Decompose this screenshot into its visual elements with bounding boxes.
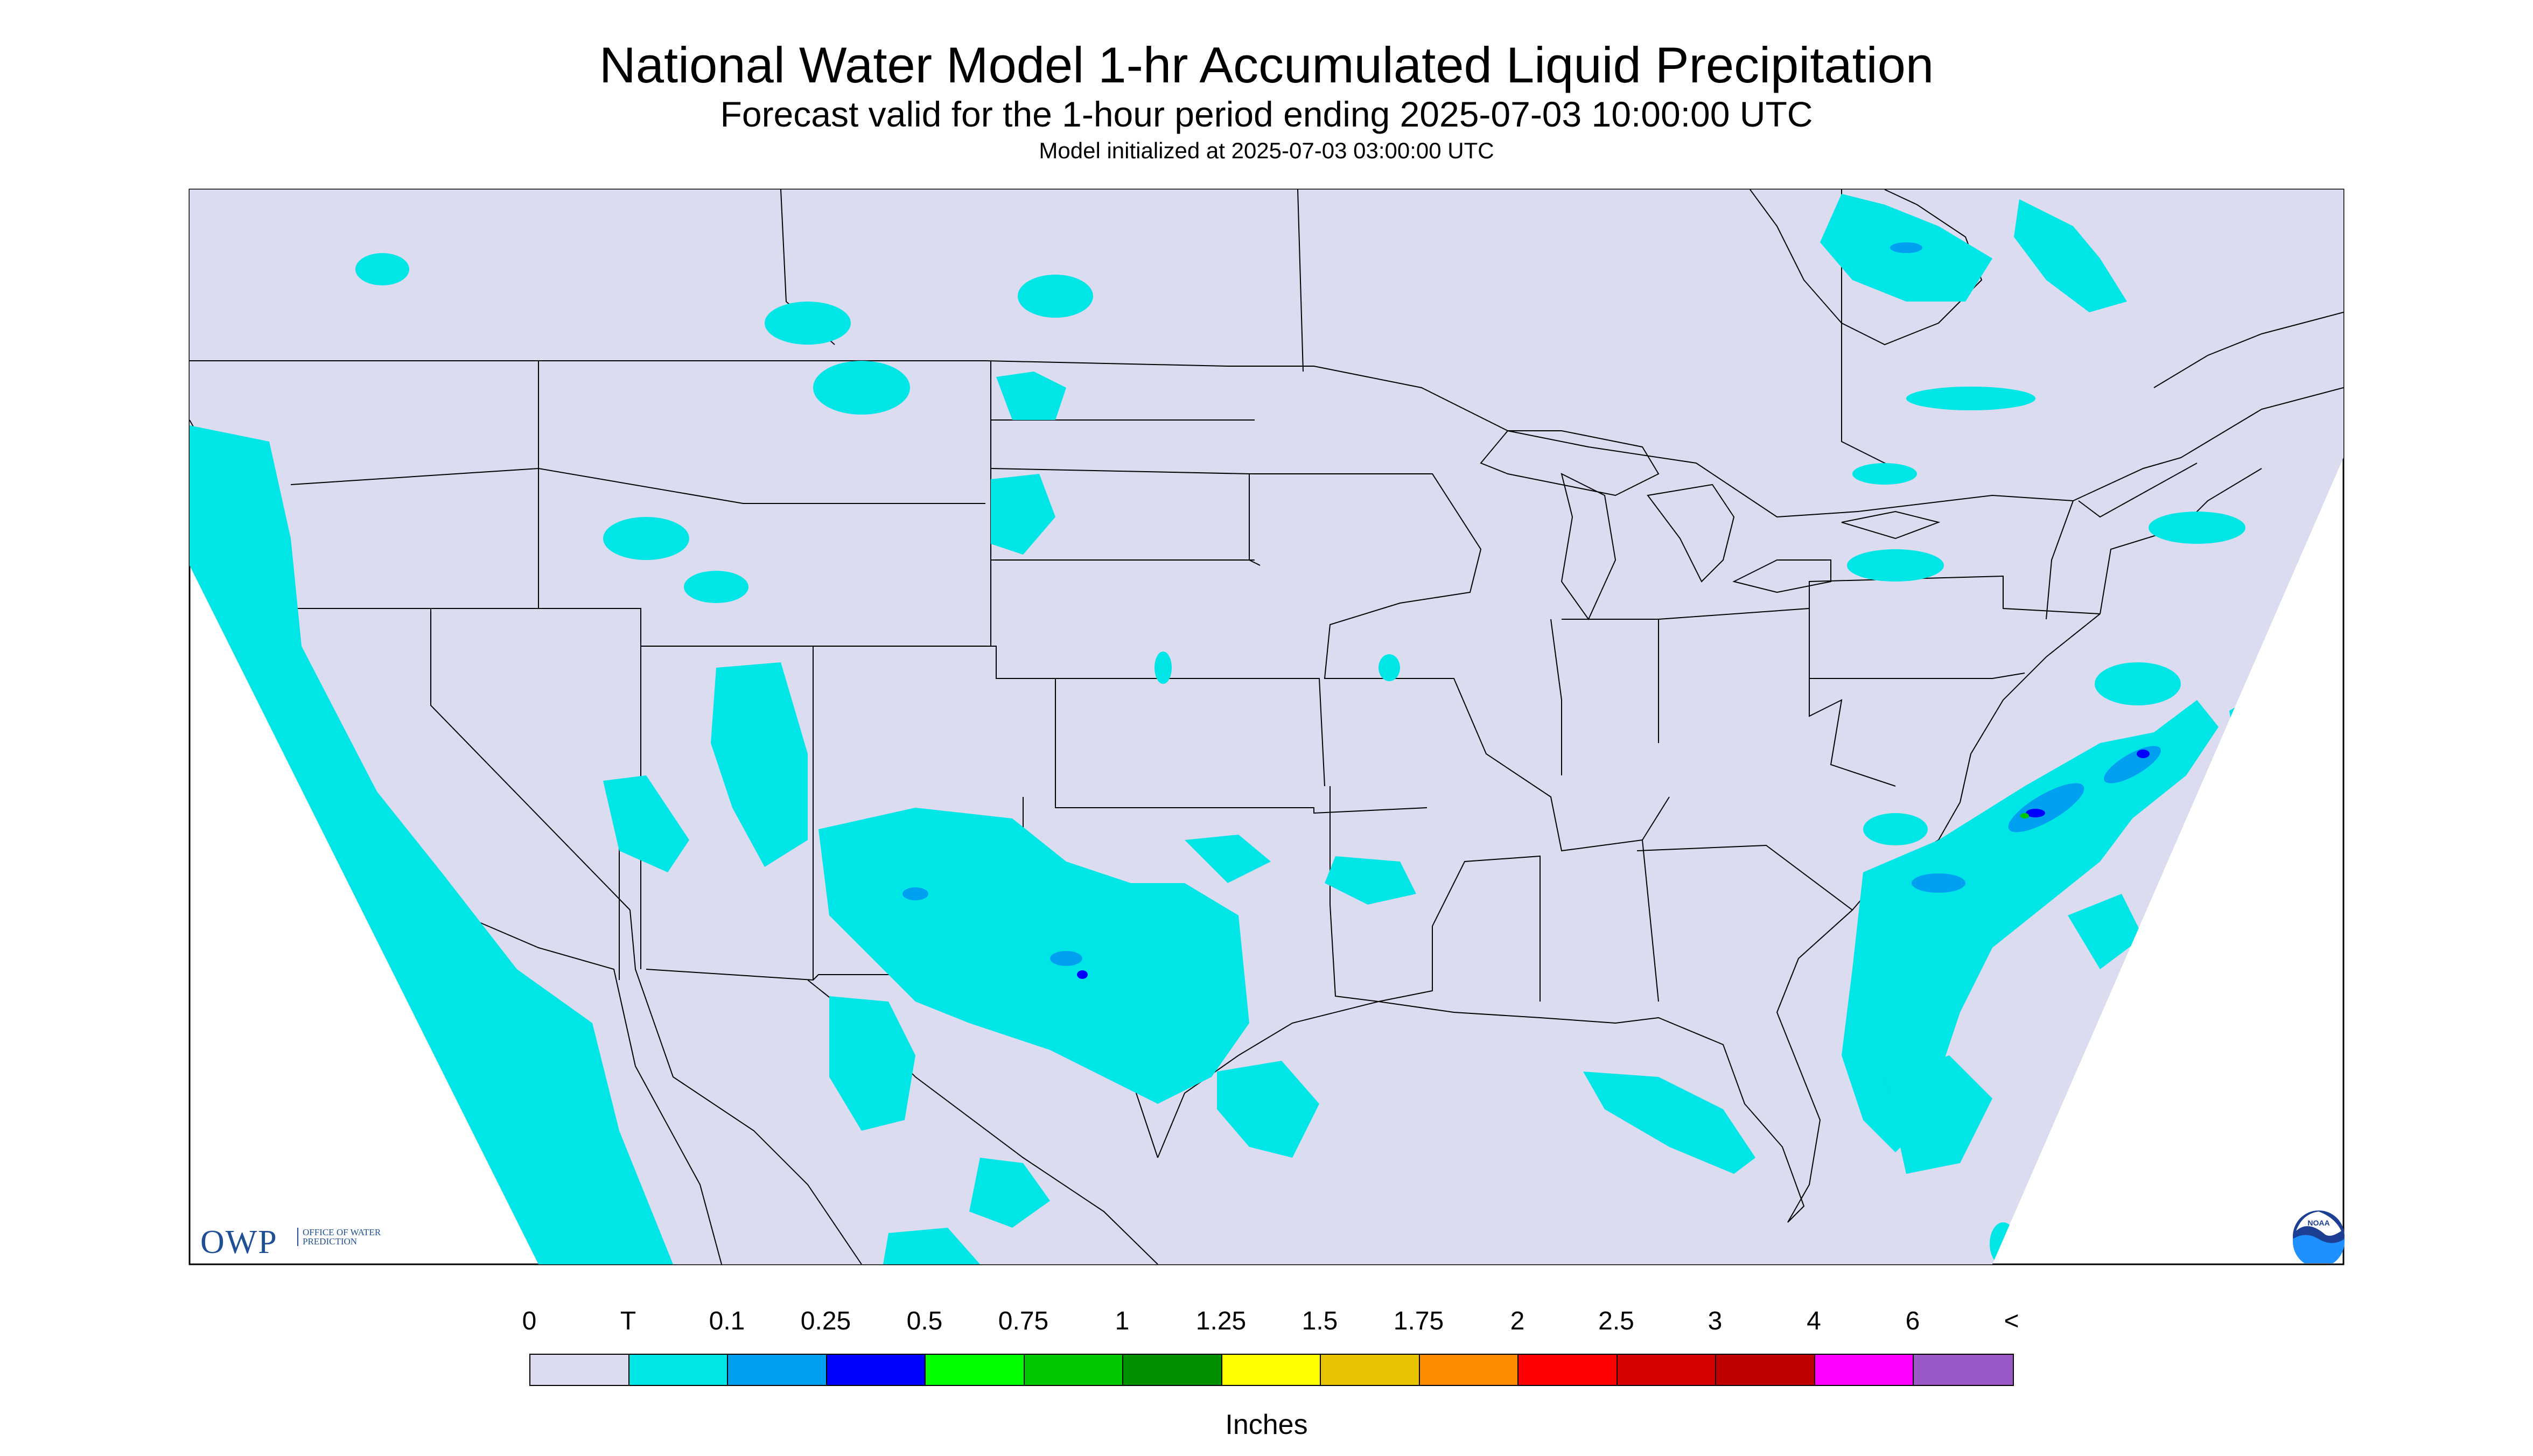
color-bar-swatch	[926, 1355, 1025, 1385]
precipitation-moderate	[902, 242, 2161, 966]
color-bar-swatch	[1123, 1355, 1222, 1385]
legend-labels: 0 T 0.1 0.25 0.5 0.75 1 1.25 1.5 1.75 2 2.5 3 4 6 <	[0, 1305, 2533, 1343]
color-bar-swatch	[1519, 1355, 1618, 1385]
color-bar-swatch	[629, 1355, 728, 1385]
legend-label: 1.5	[1302, 1307, 1338, 1335]
legend-label: 2.5	[1598, 1307, 1634, 1335]
chart-subtitle: Forecast valid for the 1-hour period end…	[720, 94, 1813, 134]
color-bar	[529, 1354, 2014, 1386]
legend-label: 0.75	[998, 1307, 1049, 1335]
legend-label: 1.75	[1393, 1307, 1444, 1335]
noaa-logo-icon: NOAA	[2293, 1210, 2345, 1263]
legend-label: 0.5	[906, 1307, 943, 1335]
color-bar-swatch	[1321, 1355, 1420, 1385]
color-bar-swatch	[827, 1355, 926, 1385]
color-bar-swatch	[728, 1355, 827, 1385]
legend-label: 0	[522, 1307, 537, 1335]
owp-logo: OWP OFFICE OF WATER PREDICTION	[200, 1223, 381, 1261]
color-bar-swatch	[1024, 1355, 1123, 1385]
precipitation-heavy	[1077, 750, 2150, 979]
legend-label: 1	[1115, 1307, 1130, 1335]
legend-label: 2	[1510, 1307, 1525, 1335]
color-bar-swatch	[1815, 1355, 1914, 1385]
legend-label: 0.1	[709, 1307, 745, 1335]
legend-label: <	[2004, 1307, 2019, 1335]
conus-domain	[190, 190, 2343, 1264]
precipitation-light	[190, 194, 2315, 1264]
color-bar-swatch	[1222, 1355, 1321, 1385]
color-bar-swatch	[530, 1355, 629, 1385]
model-init-text: Model initialized at 2025-07-03 03:00:00…	[1039, 138, 1494, 163]
legend-label: 0.25	[800, 1307, 851, 1335]
color-bar-swatch	[1716, 1355, 1815, 1385]
legend-label: 4	[1807, 1307, 1821, 1335]
legend-units: Inches	[1225, 1409, 1308, 1440]
color-bar-swatch	[1914, 1355, 2013, 1385]
noaa-logo-text: NOAA	[2307, 1219, 2329, 1227]
color-bar-swatch	[1419, 1355, 1519, 1385]
color-bar-swatch	[1617, 1355, 1716, 1385]
chart-title: National Water Model 1-hr Accumulated Li…	[599, 37, 1934, 93]
precipitation-green	[2020, 813, 2029, 818]
legend-label: 6	[1905, 1307, 1920, 1335]
owp-logo-text: OWP	[200, 1224, 278, 1261]
legend-label: 3	[1708, 1307, 1723, 1335]
owp-logo-subtext: OFFICE OF WATER PREDICTION	[297, 1228, 383, 1246]
legend-label: T	[620, 1307, 636, 1335]
legend-label: 1.25	[1195, 1307, 1247, 1335]
